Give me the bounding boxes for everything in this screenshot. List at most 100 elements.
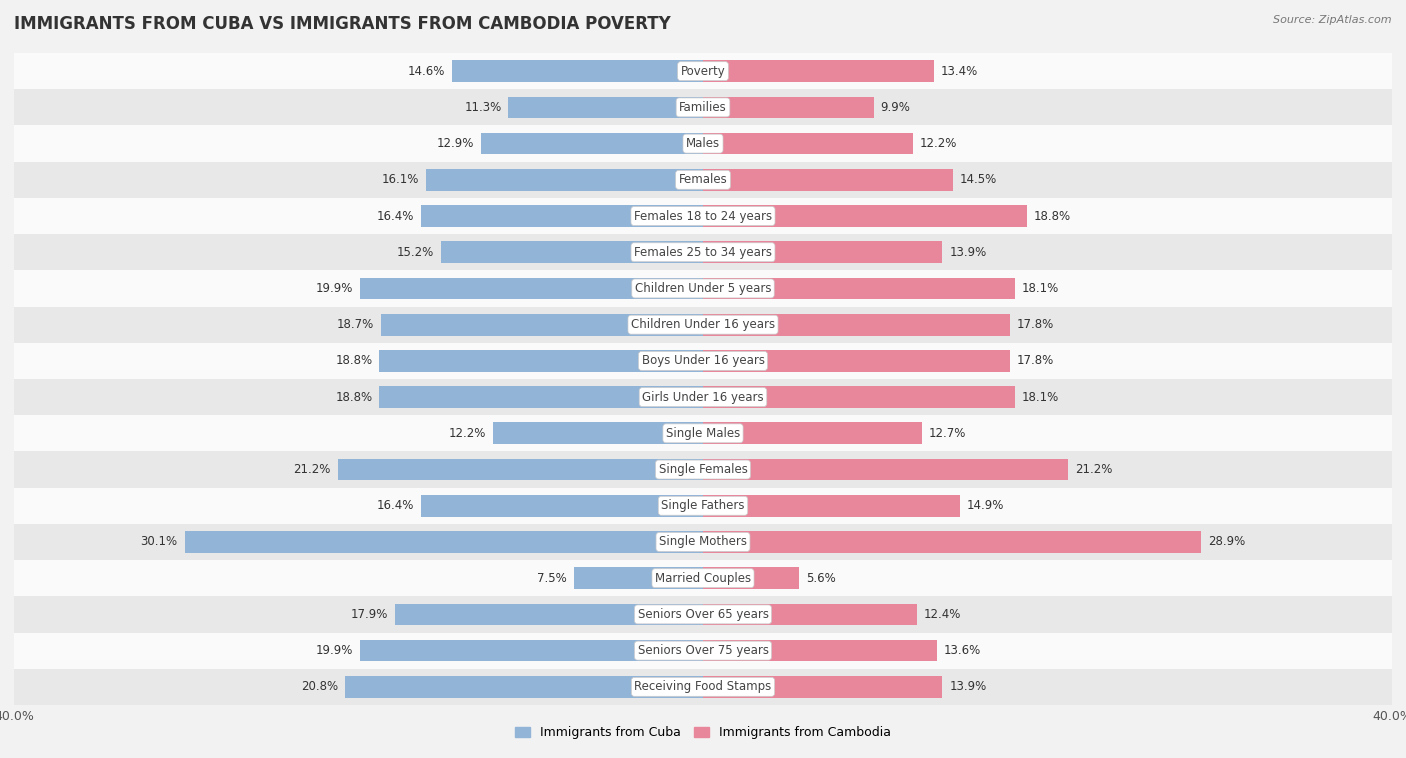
Text: 13.9%: 13.9% (949, 681, 987, 694)
Bar (703, 241, 942, 263)
Bar (703, 422, 922, 444)
Text: Seniors Over 65 years: Seniors Over 65 years (637, 608, 769, 621)
Text: 18.8%: 18.8% (335, 390, 373, 403)
Bar (360, 277, 703, 299)
Text: Poverty: Poverty (681, 64, 725, 77)
Text: Boys Under 16 years: Boys Under 16 years (641, 355, 765, 368)
Bar (703, 459, 1069, 481)
Text: 20.8%: 20.8% (301, 681, 337, 694)
Bar (703, 350, 1010, 371)
Text: Single Fathers: Single Fathers (661, 500, 745, 512)
Bar (494, 422, 703, 444)
Bar (14, 306, 1392, 343)
Text: 12.4%: 12.4% (924, 608, 960, 621)
Bar (14, 198, 1392, 234)
Text: 9.9%: 9.9% (880, 101, 910, 114)
Bar (14, 89, 1392, 126)
Bar (14, 379, 1392, 415)
Text: 21.2%: 21.2% (294, 463, 330, 476)
Text: Females 25 to 34 years: Females 25 to 34 years (634, 246, 772, 258)
Bar (426, 169, 703, 191)
Text: 12.9%: 12.9% (436, 137, 474, 150)
Text: 12.2%: 12.2% (449, 427, 486, 440)
Text: 16.4%: 16.4% (377, 209, 413, 223)
Text: 5.6%: 5.6% (807, 572, 837, 584)
Bar (703, 96, 873, 118)
Text: Children Under 5 years: Children Under 5 years (634, 282, 772, 295)
Bar (14, 560, 1392, 597)
Bar (380, 350, 703, 371)
Text: IMMIGRANTS FROM CUBA VS IMMIGRANTS FROM CAMBODIA POVERTY: IMMIGRANTS FROM CUBA VS IMMIGRANTS FROM … (14, 15, 671, 33)
Text: 17.8%: 17.8% (1017, 318, 1053, 331)
Bar (14, 271, 1392, 306)
Bar (703, 495, 960, 517)
Text: 18.1%: 18.1% (1022, 390, 1059, 403)
Bar (703, 676, 942, 697)
Text: Children Under 16 years: Children Under 16 years (631, 318, 775, 331)
Text: 11.3%: 11.3% (464, 101, 502, 114)
Text: 13.6%: 13.6% (945, 644, 981, 657)
Text: 18.8%: 18.8% (1033, 209, 1071, 223)
Text: Families: Families (679, 101, 727, 114)
Text: 16.4%: 16.4% (377, 500, 413, 512)
Bar (184, 531, 703, 553)
Text: 18.7%: 18.7% (337, 318, 374, 331)
Text: Single Females: Single Females (658, 463, 748, 476)
Bar (14, 524, 1392, 560)
Text: 14.9%: 14.9% (966, 500, 1004, 512)
Text: Females 18 to 24 years: Females 18 to 24 years (634, 209, 772, 223)
Bar (441, 241, 703, 263)
Bar (14, 126, 1392, 161)
Text: Females: Females (679, 174, 727, 186)
Text: 19.9%: 19.9% (316, 282, 353, 295)
Legend: Immigrants from Cuba, Immigrants from Cambodia: Immigrants from Cuba, Immigrants from Ca… (510, 722, 896, 744)
Text: 12.7%: 12.7% (928, 427, 966, 440)
Text: 30.1%: 30.1% (141, 535, 177, 549)
Text: Source: ZipAtlas.com: Source: ZipAtlas.com (1274, 15, 1392, 25)
Text: 17.9%: 17.9% (350, 608, 388, 621)
Bar (574, 567, 703, 589)
Text: 14.6%: 14.6% (408, 64, 444, 77)
Text: 17.8%: 17.8% (1017, 355, 1053, 368)
Bar (14, 234, 1392, 271)
Text: Receiving Food Stamps: Receiving Food Stamps (634, 681, 772, 694)
Text: 28.9%: 28.9% (1208, 535, 1244, 549)
Bar (380, 387, 703, 408)
Bar (420, 205, 703, 227)
Text: Seniors Over 75 years: Seniors Over 75 years (637, 644, 769, 657)
Bar (381, 314, 703, 336)
Text: 13.4%: 13.4% (941, 64, 979, 77)
Text: 18.1%: 18.1% (1022, 282, 1059, 295)
Bar (451, 61, 703, 82)
Text: 7.5%: 7.5% (537, 572, 567, 584)
Bar (703, 169, 953, 191)
Text: Single Males: Single Males (666, 427, 740, 440)
Bar (14, 632, 1392, 669)
Bar (14, 161, 1392, 198)
Bar (14, 597, 1392, 632)
Bar (344, 676, 703, 697)
Text: 19.9%: 19.9% (316, 644, 353, 657)
Text: Married Couples: Married Couples (655, 572, 751, 584)
Bar (14, 343, 1392, 379)
Bar (703, 603, 917, 625)
Bar (14, 53, 1392, 89)
Bar (703, 133, 912, 155)
Bar (395, 603, 703, 625)
Bar (703, 531, 1201, 553)
Text: 13.9%: 13.9% (949, 246, 987, 258)
Bar (703, 387, 1015, 408)
Bar (703, 61, 934, 82)
Bar (703, 205, 1026, 227)
Bar (703, 567, 800, 589)
Text: 14.5%: 14.5% (960, 174, 997, 186)
Bar (481, 133, 703, 155)
Text: 16.1%: 16.1% (381, 174, 419, 186)
Text: 18.8%: 18.8% (335, 355, 373, 368)
Bar (703, 640, 938, 662)
Bar (703, 314, 1010, 336)
Text: Males: Males (686, 137, 720, 150)
Text: 12.2%: 12.2% (920, 137, 957, 150)
Bar (509, 96, 703, 118)
Bar (14, 452, 1392, 487)
